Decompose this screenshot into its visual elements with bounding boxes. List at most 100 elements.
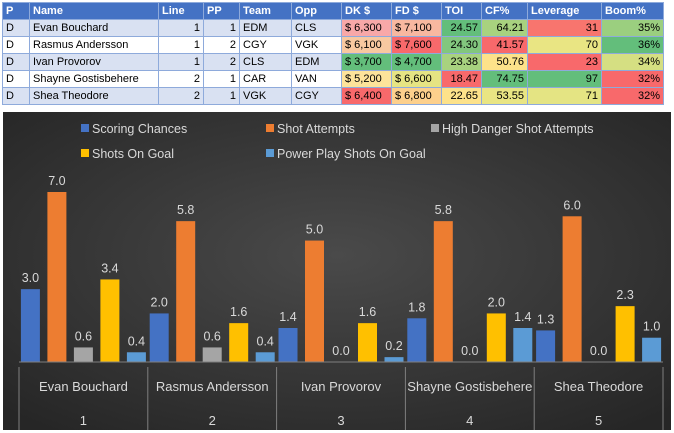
cell-line: 1 [158, 19, 204, 37]
cell-pp: 1 [203, 19, 240, 37]
cell-lev: 97 [527, 70, 602, 88]
bar-label-4-3: 2.3 [616, 288, 633, 302]
cell-pp: 2 [203, 36, 240, 54]
bar-label-0-3: 3.4 [101, 261, 118, 275]
cell-dk: $ 3,700 [341, 53, 392, 71]
bar-3-1 [433, 221, 453, 362]
legend-swatch-2 [431, 124, 439, 132]
bar-label-2-4: 0.2 [385, 339, 402, 353]
category-number-2: 3 [337, 413, 344, 428]
bar-label-4-4: 1.0 [643, 320, 660, 334]
table-row: D Ivan Provorov 1 2 CLS EDM $ 3,700 $ 4,700 23.3… [2, 53, 664, 71]
cell-boom: 36% [601, 36, 664, 54]
column-header-1[interactable]: Name [29, 2, 159, 20]
legend-swatch-0 [81, 124, 89, 132]
cell-lev: 70 [527, 36, 602, 54]
cell-opp: CLS [291, 19, 342, 37]
bar-label-4-2: 0.0 [590, 344, 607, 358]
cell-team: EDM [239, 19, 292, 37]
legend-swatch-3 [81, 149, 89, 157]
bar-4-0 [536, 330, 556, 362]
table-row: D Rasmus Andersson 1 2 CGY VGK $ 6,100 $ 7,600 2… [2, 36, 664, 54]
cell-lev: 71 [527, 87, 602, 105]
cell-cf: 50.76 [481, 53, 528, 71]
cell-name: Rasmus Andersson [29, 36, 159, 54]
bar-label-0-1: 7.0 [48, 174, 65, 188]
column-header-10[interactable]: Leverage [527, 2, 602, 20]
bar-2-0 [278, 328, 298, 362]
cell-name: Evan Bouchard [29, 19, 159, 37]
bar-1-1 [176, 221, 196, 362]
category-number-0: 1 [80, 413, 87, 428]
column-header-2[interactable]: Line [158, 2, 204, 20]
cell-p: D [2, 19, 30, 37]
cell-dk: $ 6,300 [341, 19, 392, 37]
cell-lev: 23 [527, 53, 602, 71]
bar-1-0 [149, 313, 169, 362]
cell-fd: $ 7,100 [391, 19, 442, 37]
category-label-3: Shayne Gostisbehere [407, 379, 532, 394]
column-header-7[interactable]: FD $ [391, 2, 442, 20]
cell-fd: $ 7,600 [391, 36, 442, 54]
column-header-4[interactable]: Team [239, 2, 292, 20]
cell-pp: 1 [203, 70, 240, 88]
bar-0-2 [73, 347, 93, 362]
column-header-11[interactable]: Boom% [601, 2, 664, 20]
bar-label-4-1: 6.0 [563, 198, 580, 212]
category-number-1: 2 [209, 413, 216, 428]
category-number-3: 4 [466, 413, 473, 428]
column-header-3[interactable]: PP [203, 2, 240, 20]
bar-label-2-2: 0.0 [332, 344, 349, 358]
cell-team: CAR [239, 70, 292, 88]
column-header-6[interactable]: DK $ [341, 2, 392, 20]
cell-team: VGK [239, 87, 292, 105]
table-body: D Evan Bouchard 1 1 EDM CLS $ 6,300 $ 7,100 24.5… [2, 19, 664, 105]
bar-0-1 [47, 192, 67, 362]
bar-0-3 [100, 279, 120, 362]
bar-label-1-3: 1.6 [230, 305, 247, 319]
bar-1-2 [202, 347, 222, 362]
bar-label-2-1: 5.0 [306, 223, 323, 237]
cell-line: 1 [158, 36, 204, 54]
legend-label-3: Shots On Goal [92, 147, 174, 161]
category-label-4: Shea Theodore [554, 379, 643, 394]
cell-line: 1 [158, 53, 204, 71]
bar-label-3-0: 1.8 [408, 300, 425, 314]
cell-name: Ivan Provorov [29, 53, 159, 71]
bar-2-1 [305, 240, 324, 362]
bar-1-3 [229, 323, 249, 362]
cell-fd: $ 4,700 [391, 53, 442, 71]
legend-label-0: Scoring Chances [92, 122, 187, 136]
bar-label-3-4: 1.4 [514, 310, 531, 324]
column-header-8[interactable]: TOI [441, 2, 482, 20]
cell-toi: 23.38 [441, 53, 482, 71]
cell-dk: $ 6,400 [341, 87, 392, 105]
cell-opp: VAN [291, 70, 342, 88]
bar-label-1-2: 0.6 [204, 329, 221, 343]
table-header-row: P Name Line PP Team Opp DK $ FD $ TOI CF% Leverage… [2, 2, 664, 20]
cell-opp: VGK [291, 36, 342, 54]
cell-line: 2 [158, 87, 204, 105]
cell-boom: 34% [601, 53, 664, 71]
bar-label-4-0: 1.3 [537, 312, 554, 326]
bar-label-0-0: 3.0 [22, 271, 39, 285]
column-header-0[interactable]: P [2, 2, 30, 20]
cell-p: D [2, 53, 30, 71]
category-label-0: Evan Bouchard [39, 379, 128, 394]
cell-cf: 74.75 [481, 70, 528, 88]
bar-0-0 [20, 289, 40, 362]
bar-label-1-0: 2.0 [151, 295, 168, 309]
column-header-9[interactable]: CF% [481, 2, 528, 20]
bar-3-0 [407, 318, 427, 362]
bar-label-0-2: 0.6 [75, 329, 92, 343]
cell-team: CLS [239, 53, 292, 71]
chart-background [3, 112, 671, 430]
category-label-2: Ivan Provorov [301, 379, 382, 394]
cell-p: D [2, 36, 30, 54]
cell-pp: 2 [203, 53, 240, 71]
cell-fd: $ 6,600 [391, 70, 442, 88]
column-header-5[interactable]: Opp [291, 2, 342, 20]
cell-pp: 1 [203, 87, 240, 105]
cell-toi: 18.47 [441, 70, 482, 88]
bar-4-4 [642, 337, 662, 362]
